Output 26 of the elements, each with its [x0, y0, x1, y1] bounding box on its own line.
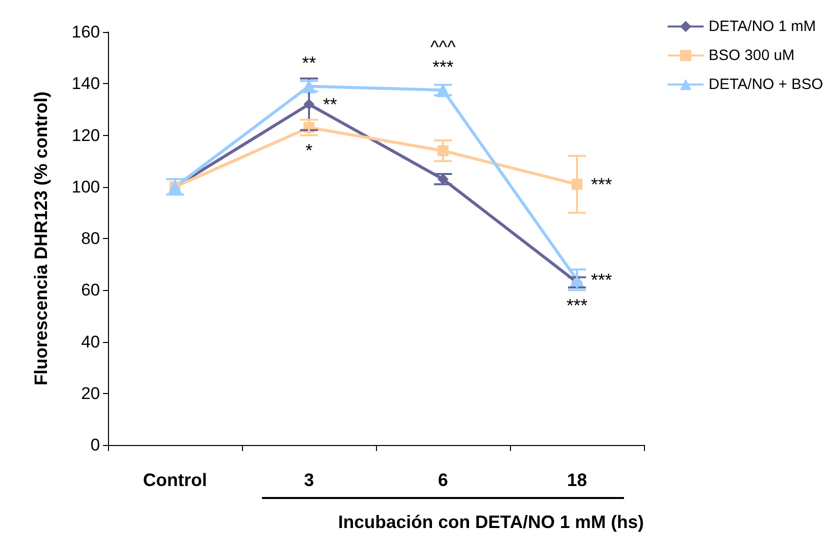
- annotation: *: [305, 140, 313, 161]
- x-tick-label: 18: [566, 470, 588, 490]
- legend-label: BSO 300 uM: [708, 47, 795, 64]
- x-tick-label: 6: [438, 470, 448, 490]
- x-tick-label: 3: [304, 470, 314, 490]
- annotation: ***: [432, 57, 454, 78]
- y-tick-label: 20: [81, 384, 100, 403]
- annotation: **: [302, 53, 316, 74]
- y-tick-label: 80: [81, 229, 100, 248]
- y-tick-label: 0: [90, 436, 100, 454]
- y-tick-label: 160: [72, 22, 100, 42]
- y-tick-label: 120: [72, 126, 100, 145]
- x-tick-label: Control: [143, 470, 207, 490]
- legend-label: DETA/NO 1 mM: [708, 18, 816, 35]
- annotation: ***: [591, 174, 612, 194]
- y-tick-label: 60: [81, 280, 100, 300]
- y-tick-label: 100: [72, 177, 100, 196]
- legend-label: DETA/NO + BSO: [708, 76, 824, 93]
- annotation: ***: [591, 270, 612, 290]
- annotation: ***: [566, 295, 588, 316]
- y-tick-label: 140: [72, 74, 100, 94]
- x-axis-title: Incubación con DETA/NO 1 mM (hs): [338, 512, 644, 532]
- y-tick-label: 40: [81, 332, 100, 352]
- annotation: ^^^: [430, 37, 456, 58]
- y-axis-title: Fluorescencia DHR123 (% control): [31, 91, 51, 386]
- annotation: **: [323, 94, 338, 114]
